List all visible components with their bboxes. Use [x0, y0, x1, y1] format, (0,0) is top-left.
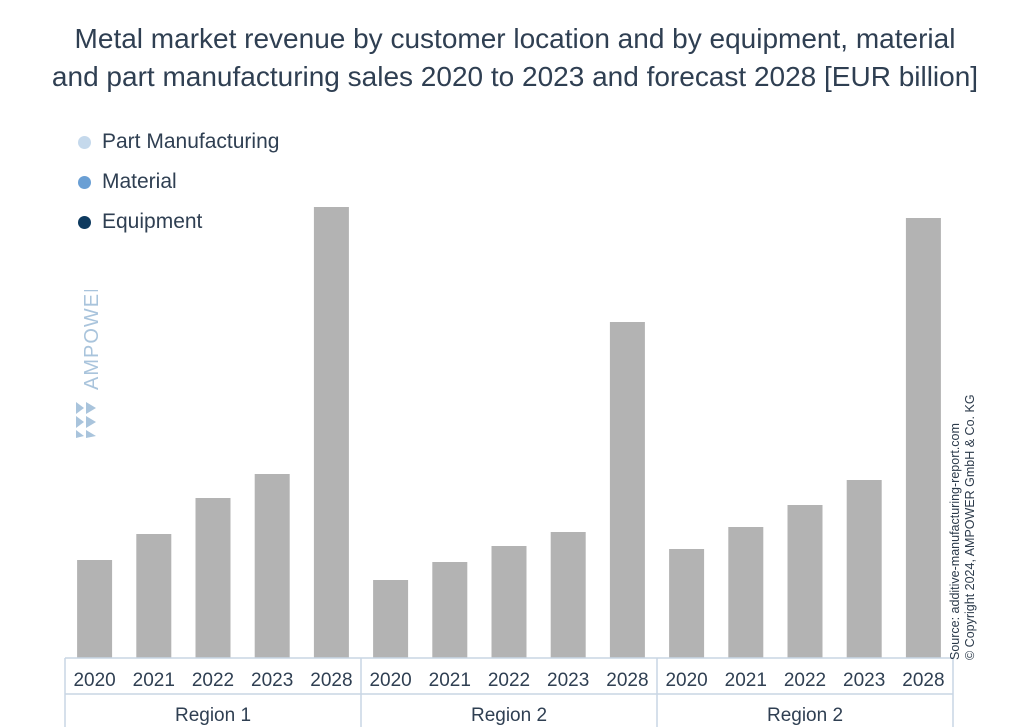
legend-swatch-part-manufacturing — [78, 135, 91, 149]
chart-title-line-1: Metal market revenue by customer locatio… — [74, 23, 956, 54]
source-line: Source: additive-manufacturing-report.co… — [948, 423, 962, 660]
group-label: Region 2 — [471, 705, 547, 726]
x-tick-label: 2028 — [310, 670, 352, 691]
bar-2-2021 — [432, 562, 468, 658]
x-tick-label: 2028 — [606, 670, 648, 691]
x-tick-label: 2028 — [902, 670, 944, 691]
bar-1-2021 — [136, 534, 172, 658]
chart-title: Metal market revenue by customer locatio… — [0, 20, 1030, 96]
x-tick-label: 2021 — [429, 670, 471, 691]
ampower-logo-icon: AMPOWER — [76, 277, 103, 438]
ampower-watermark: AMPOWER — [62, 277, 122, 450]
bar-2-2022 — [491, 546, 527, 658]
copyright-line: © Copyright 2024, AMPOWER GmbH & Co. KG — [963, 394, 977, 660]
x-tick-label: 2021 — [133, 670, 175, 691]
source-note: Source: additive-manufacturing-report.co… — [948, 394, 978, 660]
bar-3-2023 — [846, 480, 882, 658]
bar-3-2028 — [905, 218, 941, 658]
x-tick-label: 2022 — [784, 670, 826, 691]
group-label: Region 2 — [767, 705, 843, 726]
bar-1-2022 — [195, 498, 231, 658]
x-tick-label: 2023 — [251, 670, 293, 691]
legend-label: Part Manufacturing — [102, 130, 280, 153]
bar-1-2020 — [77, 560, 113, 658]
bar-1-2023 — [254, 474, 290, 658]
bars-layer — [77, 207, 941, 658]
legend-label: Material — [102, 170, 177, 193]
legend-item-material: Material — [78, 162, 279, 202]
legend-label: Equipment — [102, 210, 203, 233]
bar-2-2020 — [373, 580, 409, 658]
legend: Part Manufacturing Material Equipment — [78, 122, 279, 242]
x-tick-label: 2022 — [488, 670, 530, 691]
legend-item-equipment: Equipment — [78, 202, 279, 242]
group-label: Region 1 — [175, 705, 251, 726]
x-tick-label: 2023 — [547, 670, 589, 691]
legend-item-part-manufacturing: Part Manufacturing — [78, 122, 279, 162]
bar-2-2028 — [609, 322, 645, 658]
bar-3-2021 — [728, 527, 764, 658]
bar-2-2023 — [550, 532, 586, 658]
legend-swatch-equipment — [78, 215, 91, 229]
watermark-text: AMPOWER — [81, 290, 103, 390]
legend-swatch-material — [78, 175, 91, 189]
chart-title-line-2: and part manufacturing sales 2020 to 202… — [51, 61, 979, 92]
bar-3-2022 — [787, 505, 823, 658]
x-tick-label: 2020 — [665, 670, 707, 691]
x-tick-label: 2022 — [192, 670, 234, 691]
category-axis: 2020 2021 2022 2023 2028 Region 1 2020 2021 2022… — [64, 657, 954, 727]
bar-1-2028 — [313, 207, 349, 658]
bar-3-2020 — [669, 549, 705, 658]
x-tick-label: 2021 — [725, 670, 767, 691]
x-tick-label: 2020 — [369, 670, 411, 691]
x-tick-label: 2020 — [73, 670, 115, 691]
x-tick-label: 2023 — [843, 670, 885, 691]
